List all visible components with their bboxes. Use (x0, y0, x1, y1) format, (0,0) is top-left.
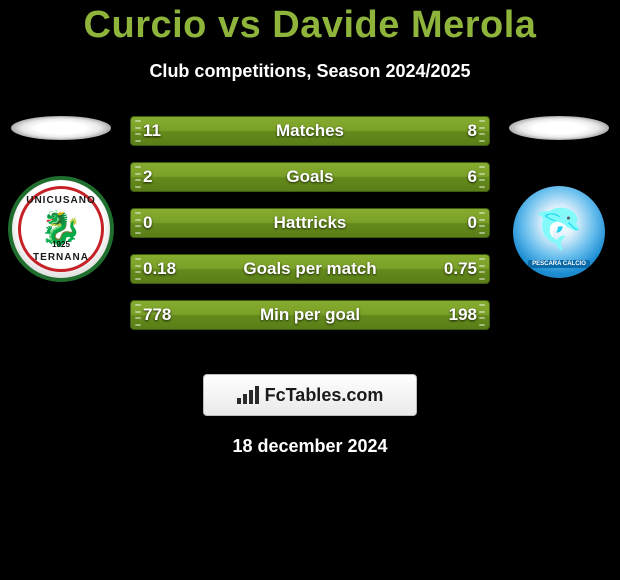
team-left-crest-text-top: UNICUSANO (21, 195, 101, 206)
stat-label: Goals (131, 167, 489, 187)
stat-right-value: 0.75 (444, 259, 477, 279)
stat-row: 11 8Matches (130, 116, 490, 146)
team-left-year: 1925 (52, 240, 70, 249)
dolphin-icon: 🐬 (534, 210, 584, 250)
grip-icon (479, 166, 485, 188)
stat-label: Goals per match (131, 259, 489, 279)
page-title: Curcio vs Davide Merola (0, 4, 620, 47)
comparison-card: Curcio vs Davide Merola Club competition… (0, 0, 620, 457)
main-area: UNICUSANO 🐉 1925 TERNANA 🐬 PESCARA CALCI… (0, 110, 620, 370)
chart-icon (237, 386, 259, 404)
stat-right-value: 8 (468, 121, 477, 141)
player-right-column: 🐬 PESCARA CALCIO (504, 110, 614, 278)
player-left-column: UNICUSANO 🐉 1925 TERNANA (6, 110, 116, 282)
team-right-ribbon: PESCARA CALCIO (528, 260, 590, 268)
stat-bars: 11 8Matches 2 6Goals 0 0Hattricks 0.18 0.75Goal… (130, 116, 490, 346)
grip-icon (479, 212, 485, 234)
grip-icon (479, 304, 485, 326)
grip-icon (135, 120, 141, 142)
player-right-shadow (509, 116, 609, 140)
team-right-crest: 🐬 PESCARA CALCIO (513, 186, 605, 278)
stat-right-value: 6 (468, 167, 477, 187)
stat-row: 778 198Min per goal (130, 300, 490, 330)
team-left-crest-inner: UNICUSANO 🐉 1925 TERNANA (18, 186, 104, 272)
stat-left-value: 11 (143, 121, 161, 141)
grip-icon (479, 120, 485, 142)
brand-box[interactable]: FcTables.com (203, 374, 417, 416)
grip-icon (135, 212, 141, 234)
stat-row: 0.18 0.75Goals per match (130, 254, 490, 284)
stat-label: Matches (131, 121, 489, 141)
grip-icon (135, 258, 141, 280)
stat-right-value: 198 (449, 305, 477, 325)
grip-icon (479, 258, 485, 280)
page-subtitle: Club competitions, Season 2024/2025 (0, 61, 620, 82)
brand-text: FcTables.com (265, 385, 384, 406)
player-left-shadow (11, 116, 111, 140)
stat-row: 2 6Goals (130, 162, 490, 192)
stat-row: 0 0Hattricks (130, 208, 490, 238)
stat-left-value: 778 (143, 305, 171, 325)
team-left-crest-text-bottom: TERNANA (21, 252, 101, 263)
grip-icon (135, 304, 141, 326)
stat-label: Min per goal (131, 305, 489, 325)
date-label: 18 december 2024 (0, 436, 620, 457)
stat-right-value: 0 (468, 213, 477, 233)
grip-icon (135, 166, 141, 188)
team-left-crest: UNICUSANO 🐉 1925 TERNANA (8, 176, 114, 282)
stat-left-value: 0.18 (143, 259, 176, 279)
stat-left-value: 0 (143, 213, 152, 233)
stat-left-value: 2 (143, 167, 152, 187)
stat-label: Hattricks (131, 213, 489, 233)
